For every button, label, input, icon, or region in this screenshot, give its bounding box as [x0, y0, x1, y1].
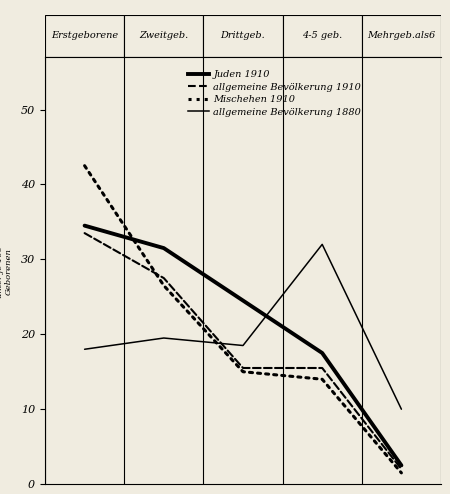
- Text: Drittgeb.: Drittgeb.: [220, 32, 266, 41]
- Text: Erstgeborene: Erstgeborene: [51, 32, 118, 41]
- FancyBboxPatch shape: [45, 15, 124, 57]
- Text: Zweitgeb.: Zweitgeb.: [139, 32, 189, 41]
- FancyBboxPatch shape: [283, 15, 362, 57]
- FancyBboxPatch shape: [124, 15, 203, 57]
- Text: 4-5 geb.: 4-5 geb.: [302, 32, 342, 41]
- FancyBboxPatch shape: [203, 15, 283, 57]
- FancyBboxPatch shape: [362, 15, 441, 57]
- Text: unter je 100
Geborenen: unter je 100 Geborenen: [0, 246, 13, 298]
- Legend: Juden 1910, allgemeine Bevölkerung 1910, Mischehen 1910, allgemeine Bevölkerung : Juden 1910, allgemeine Bevölkerung 1910,…: [188, 71, 361, 117]
- Text: Mehrgeb.als6: Mehrgeb.als6: [367, 32, 436, 41]
